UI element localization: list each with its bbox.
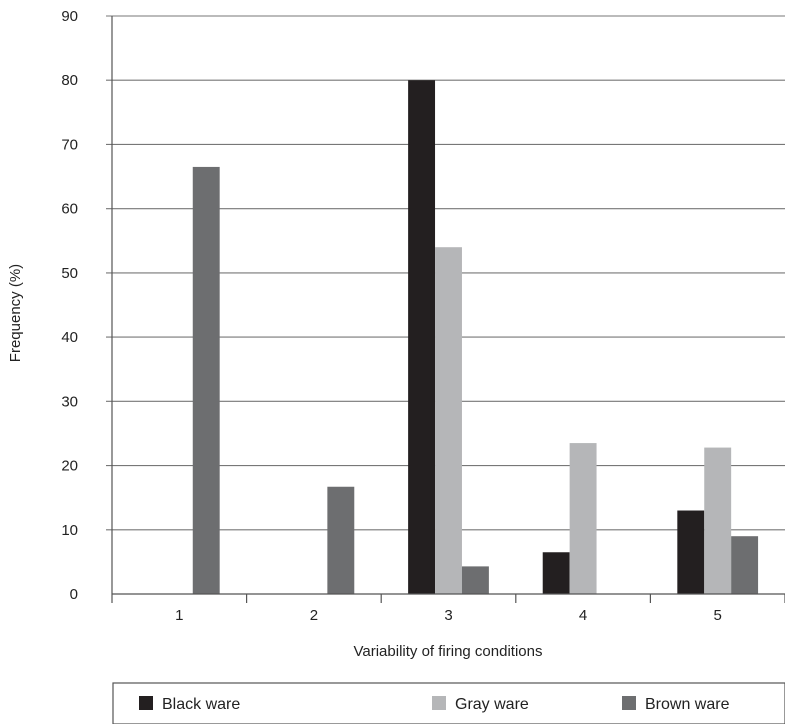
legend-swatch [432, 696, 446, 710]
legend-swatch [622, 696, 636, 710]
legend-label: Black ware [162, 696, 240, 713]
legend-label: Brown ware [645, 696, 730, 713]
y-tick-label: 60 [61, 201, 78, 218]
x-tick-labels: 1 2 3 4 5 [175, 607, 722, 624]
bar [677, 510, 705, 594]
y-tick-label: 10 [61, 522, 78, 539]
bar [327, 486, 355, 594]
bar [192, 166, 220, 594]
x-axis-title: Variability of firing conditions [354, 643, 543, 660]
legend: Black ware Gray ware Brown ware [112, 682, 785, 724]
bar [435, 247, 462, 594]
bars [192, 80, 759, 594]
legend-items: Black ware Gray ware Brown ware [139, 696, 730, 713]
bar [542, 552, 570, 594]
bar [408, 80, 436, 594]
y-tick-label: 50 [61, 265, 78, 282]
legend-swatch [139, 696, 153, 710]
x-tick-label: 2 [310, 607, 318, 624]
bar [731, 536, 759, 594]
y-tick-labels: 0 10 20 30 40 50 60 70 80 90 [61, 8, 78, 603]
bar [461, 566, 489, 594]
x-tick-label: 3 [444, 607, 452, 624]
y-tick-label: 90 [61, 8, 78, 25]
legend-box [112, 682, 785, 724]
y-tick-label: 0 [70, 586, 78, 603]
x-tick-label: 4 [579, 607, 587, 624]
bar [704, 447, 732, 594]
y-tick-label: 70 [61, 136, 78, 153]
y-tick-label: 30 [61, 393, 78, 410]
legend-label: Gray ware [455, 696, 529, 713]
x-tick-label: 1 [175, 607, 183, 624]
y-tick-label: 40 [61, 329, 78, 346]
y-axis-title: Frequency (%) [7, 264, 24, 362]
y-tick-label: 20 [61, 458, 78, 475]
y-tick-label: 80 [61, 72, 78, 89]
axes [111, 16, 785, 603]
x-tick-label: 5 [714, 607, 722, 624]
bar [569, 443, 597, 594]
